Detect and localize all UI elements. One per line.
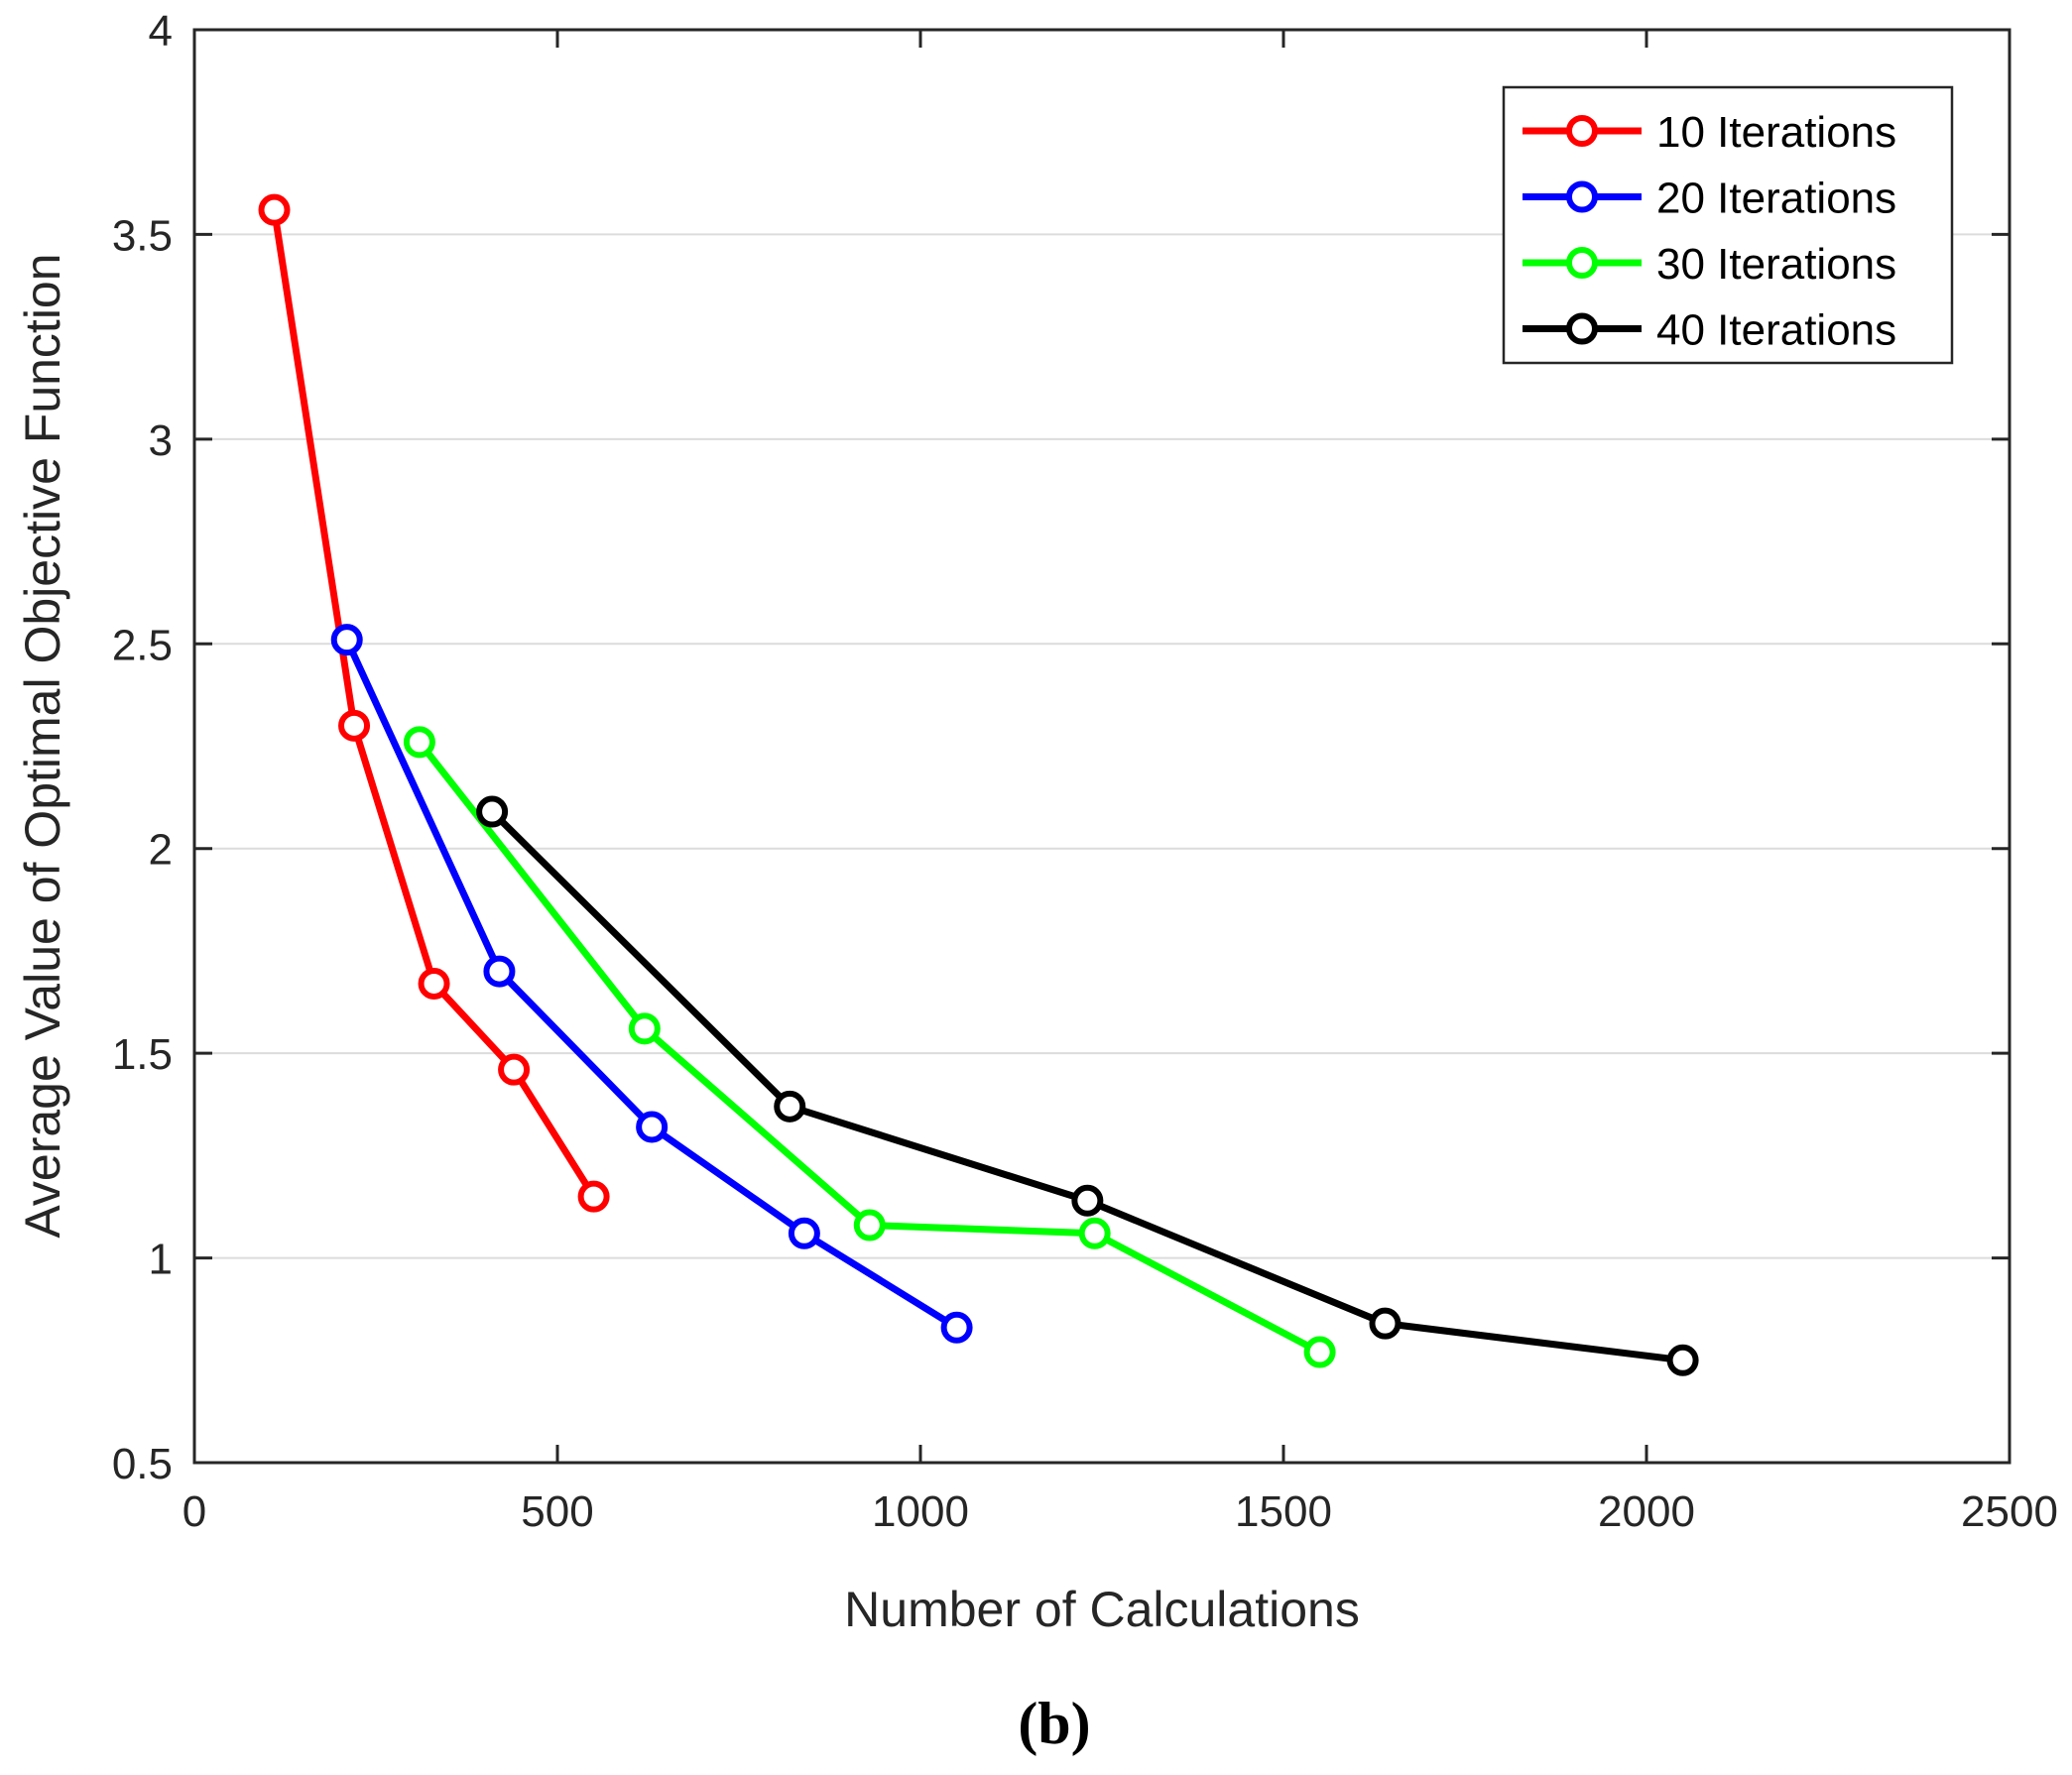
x-tick-label: 1500 [1235,1487,1332,1536]
y-tick-label: 0.5 [112,1440,173,1488]
data-point-marker [483,955,516,988]
x-tick-label: 500 [521,1487,593,1536]
legend-swatch-marker [1566,312,1598,345]
y-tick-label: 4 [149,7,173,56]
x-tick-label: 0 [183,1487,206,1536]
data-point-marker [476,795,509,828]
legend: 10 Iterations 20 Iterations 30 Iterations 4… [1502,85,1954,365]
y-tick-label: 2 [149,826,173,875]
data-point-marker [330,624,363,656]
x-axis-title: Number of Calculations [844,1582,1360,1637]
data-point-marker [788,1217,820,1249]
y-tick-labels: 0.5 1 1.5 2 2.5 3 3.5 4 [112,7,173,1488]
data-point-marker [636,1111,669,1143]
data-series [258,193,1699,1376]
legend-item: 40 Iterations [1523,306,1896,355]
legend-label: 40 Iterations [1656,306,1896,355]
data-point-marker [628,1012,661,1045]
series-group [476,795,1699,1376]
y-tick-label: 3 [149,416,173,465]
series-group [403,726,1336,1368]
legend-label: 30 Iterations [1656,240,1896,289]
legend-swatch-marker [1566,180,1598,213]
legend-item: 20 Iterations [1523,175,1896,223]
data-point-marker [853,1209,886,1242]
x-tick-label: 1000 [872,1487,969,1536]
data-point-marker [1303,1336,1336,1368]
y-tick-label: 3.5 [112,211,173,260]
y-axis-title: Average Value of Optimal Objective Funct… [15,253,70,1238]
y-tick-label: 2.5 [112,621,173,669]
series-group [330,624,973,1344]
data-point-marker [1666,1344,1699,1376]
data-point-marker [774,1090,806,1123]
x-tick-label: 2500 [1961,1487,2058,1536]
data-point-marker [403,726,435,759]
panel-label: (b) [1018,1691,1090,1756]
legend-label: 10 Iterations [1656,108,1896,157]
data-point-marker [418,967,450,1000]
data-point-marker [1071,1184,1104,1217]
tick-marks [192,28,2011,1465]
data-point-marker [577,1180,610,1213]
y-tick-label: 1 [149,1236,173,1284]
series-group [258,193,610,1213]
data-point-marker [940,1311,973,1344]
data-point-marker [338,709,371,742]
legend-label: 20 Iterations [1656,175,1896,223]
legend-swatch-marker [1566,247,1598,279]
legend-item: 30 Iterations [1523,240,1896,289]
x-tick-label: 2000 [1598,1487,1695,1536]
data-point-marker [258,193,291,226]
data-point-marker [1369,1307,1402,1340]
legend-item: 10 Iterations [1523,108,1896,157]
axes-box [192,28,2011,1465]
legend-swatch-marker [1566,115,1598,147]
data-point-marker [498,1053,531,1086]
x-tick-labels: 0 500 1000 1500 2000 2500 [183,1487,2058,1536]
y-tick-label: 1.5 [112,1030,173,1079]
data-point-marker [1078,1217,1111,1249]
